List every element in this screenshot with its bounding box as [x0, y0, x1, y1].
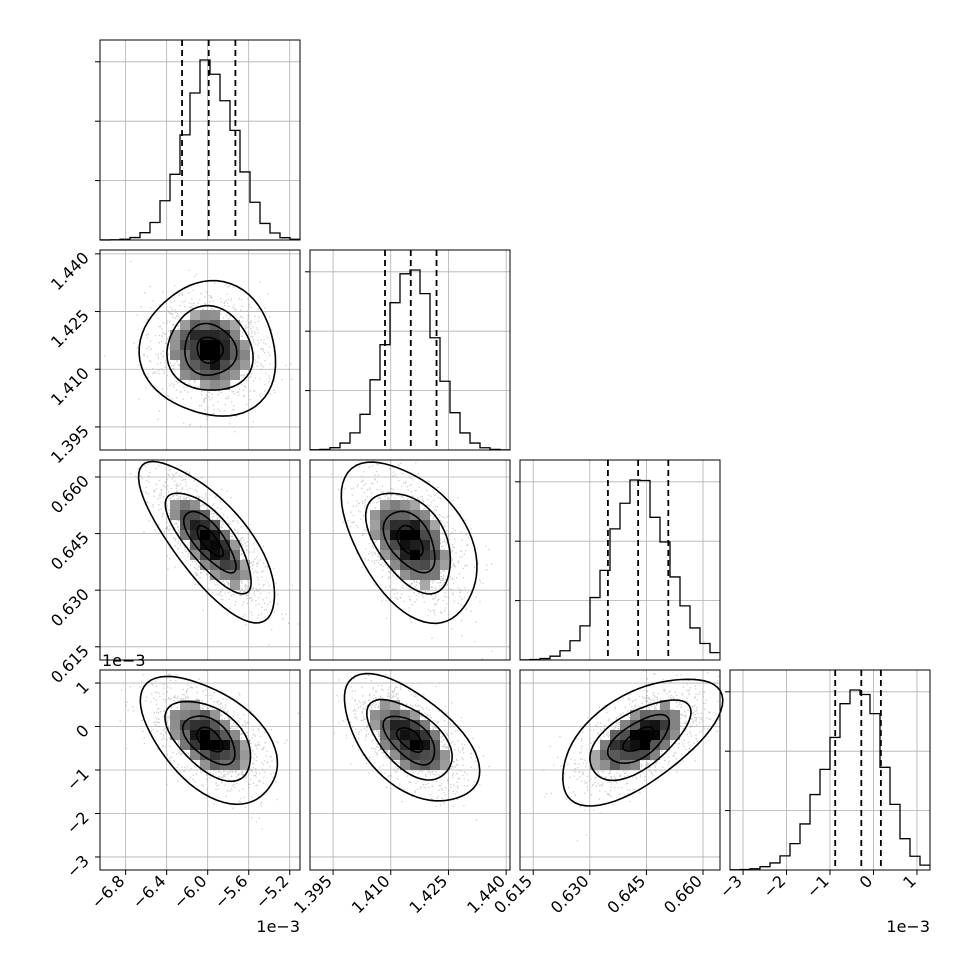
y-tick-label: −2: [63, 808, 93, 838]
contour-level-3: [137, 460, 276, 624]
panel-frame: [309, 249, 511, 451]
y-tick-label: 0.645: [47, 528, 93, 574]
scatter-panel-3-0: [99, 669, 301, 871]
contour-level-2: [166, 304, 254, 391]
contour-level-1: [183, 510, 237, 574]
contour-level-3: [562, 678, 724, 807]
x-tick-label: −5.2: [252, 871, 293, 912]
y-tick-label: 0: [72, 721, 93, 742]
y-tick-label: −1: [63, 764, 93, 794]
contour-level-0: [195, 726, 224, 753]
panel-frame: [309, 669, 511, 871]
contour-level-0: [395, 727, 424, 754]
contour-level-2: [589, 699, 692, 782]
contour-level-1: [382, 715, 436, 766]
histogram-step-2: [520, 479, 720, 661]
panel-frame: [519, 459, 721, 661]
histogram-step-0: [100, 59, 300, 241]
x-tick-label: −2: [759, 871, 789, 901]
x-tick-label: 1.410: [348, 871, 394, 917]
histogram-step-3: [730, 689, 930, 871]
contour-level-3: [343, 672, 481, 802]
contour-level-0: [622, 726, 655, 752]
y-tick-label: 1.395: [47, 421, 93, 467]
histogram-panel-1: [305, 249, 511, 451]
contour-level-0: [196, 524, 225, 558]
contour-level-3: [340, 461, 478, 625]
y-tick-label: 1.440: [47, 248, 93, 294]
scatter-panel-2-0: [99, 459, 301, 661]
scatter-panel-3-1: [309, 669, 511, 871]
x-tick-label: −6.4: [129, 871, 170, 912]
contour-level-2: [164, 700, 252, 783]
contour-level-0: [396, 524, 424, 558]
x-tick-label: −5.6: [211, 871, 252, 912]
panel-frame: [309, 459, 511, 661]
contour-level-0: [196, 336, 225, 365]
scatter-panel-1-0: [99, 249, 301, 451]
x-tick-label: −1: [803, 871, 833, 901]
x-offset-label: 1e−3: [256, 917, 300, 936]
contour-level-1: [182, 715, 236, 766]
contour-level-1: [382, 510, 436, 574]
histogram-panel-2: [515, 459, 721, 661]
contour-level-2: [365, 698, 453, 781]
y-tick-label: 1.410: [47, 364, 93, 410]
x-tick-label: 1.395: [290, 871, 336, 917]
y-tick-label: 1: [72, 677, 93, 698]
y-tick-label: 0.660: [47, 471, 93, 517]
contour-level-2: [364, 492, 452, 595]
x-tick-label: 0.660: [660, 871, 706, 917]
x-offset-label: 1e−3: [886, 917, 930, 936]
histogram-panel-3: [725, 669, 931, 871]
x-tick-label: −3: [716, 871, 746, 901]
scatter-panel-3-2: [519, 669, 724, 871]
density-blocks: [370, 500, 450, 590]
x-tick-label: 0.645: [603, 871, 649, 917]
contour-level-3: [138, 279, 277, 417]
panel-frame: [99, 249, 301, 451]
y-tick-label: −3: [63, 851, 93, 881]
y-tick-label: 1.425: [47, 306, 93, 352]
panel-frame: [519, 669, 721, 871]
x-tick-label: −6.0: [170, 871, 211, 912]
panel-frame: [99, 39, 301, 241]
histogram-panel-0: [95, 39, 301, 241]
contour-level-1: [606, 713, 671, 765]
contour-level-3: [139, 675, 279, 806]
contour-level-1: [184, 322, 238, 377]
contour-level-2: [164, 492, 252, 595]
x-tick-label: 1.425: [405, 871, 451, 917]
scatter-panel-2-1: [309, 459, 511, 661]
x-tick-label: −6.8: [88, 871, 129, 912]
y-offset-label: 1e−3: [102, 651, 146, 670]
panel-frame: [99, 459, 301, 661]
x-tick-label: 0.630: [547, 871, 593, 917]
y-tick-label: 0.630: [47, 585, 93, 631]
density-blocks: [370, 700, 450, 770]
y-tick-label: 0.615: [47, 641, 93, 687]
density-blocks: [590, 700, 680, 770]
